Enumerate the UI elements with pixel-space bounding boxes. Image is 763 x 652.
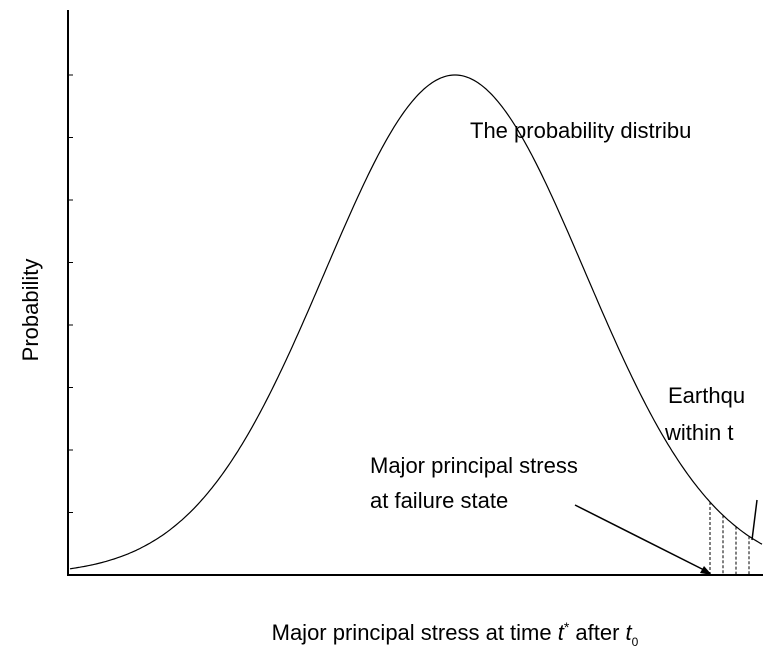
x-axis-label-part: 0 bbox=[632, 635, 639, 649]
failure-label: Major principal stress bbox=[370, 453, 578, 478]
distribution-label: The probability distribu bbox=[470, 118, 691, 143]
x-axis-label-part: t bbox=[558, 620, 565, 645]
arrow-line bbox=[751, 499, 758, 541]
earthquake-label: within t bbox=[664, 420, 733, 445]
earthquake-label: Earthqu bbox=[668, 383, 745, 408]
x-axis-label-part: Major principal stress at time bbox=[272, 620, 558, 645]
failure-region bbox=[709, 501, 750, 575]
arrow-line bbox=[574, 504, 709, 573]
x-axis-label-part: after bbox=[569, 620, 625, 645]
x-axis-label-part: * bbox=[564, 619, 570, 635]
distribution-curve bbox=[69, 74, 763, 570]
y-axis-label: Probability bbox=[18, 259, 43, 362]
x-axis-label-part: t bbox=[626, 620, 633, 645]
failure-label: at failure state bbox=[370, 488, 508, 513]
arrow-head bbox=[700, 566, 712, 575]
x-axis-label: Major principal stress at time t* after … bbox=[272, 619, 639, 649]
